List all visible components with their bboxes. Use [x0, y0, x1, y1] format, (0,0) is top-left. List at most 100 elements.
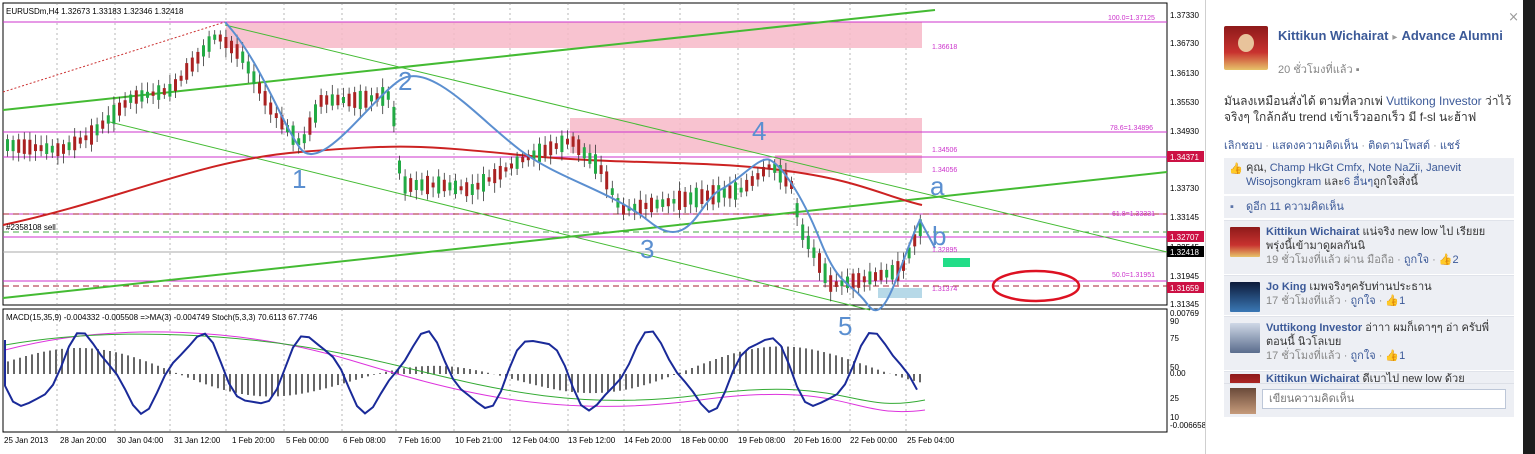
price-tag: 1.32707 [1170, 233, 1199, 242]
macd-tick-label: 50 [1170, 363, 1179, 372]
scrollbar[interactable] [1523, 0, 1535, 454]
commenter-avatar[interactable] [1230, 374, 1260, 383]
comment-item: Kittikun Wichairat แน่จริง new low ไป เร… [1224, 220, 1514, 274]
author-name[interactable]: Kittikun Wichairat [1278, 28, 1389, 43]
candle-body [90, 125, 93, 145]
like-count[interactable]: 1 [1399, 350, 1406, 362]
share-link[interactable]: แชร์ [1439, 140, 1461, 152]
price-tag-box [1167, 282, 1204, 293]
more-likers-link[interactable]: 6 อื่นๆ [1343, 176, 1374, 188]
candle-body [493, 169, 497, 184]
price-tick-label: 1.33145 [1170, 213, 1199, 222]
unlike-link[interactable]: เลิกชอบ [1224, 140, 1263, 152]
candle-body [347, 93, 351, 107]
group-name[interactable]: Advance Alumni [1401, 28, 1503, 43]
indicator-pane [2, 308, 1168, 433]
candle-body [846, 276, 849, 289]
price-tick-label: 1.31345 [1170, 300, 1199, 309]
like-comment-link[interactable]: ถูกใจ [1350, 295, 1376, 307]
supply-zone [570, 118, 922, 153]
symbol-info: EURUSDm,H4 1.32673 1.33183 1.32346 1.324… [6, 7, 184, 16]
candle-body [644, 202, 648, 210]
mention-link[interactable]: Vuttikong Investor [1386, 94, 1482, 108]
commenter-name[interactable]: Jo King [1266, 281, 1307, 293]
candle-body [370, 95, 373, 102]
price-tag-box [1167, 151, 1204, 162]
candle-body [336, 94, 340, 106]
candle-body [134, 90, 138, 104]
candle-body [834, 281, 838, 287]
macd-signal [4, 331, 926, 413]
candle-body [510, 163, 513, 169]
candle-body [885, 269, 889, 278]
commenter-name[interactable]: Kittikun Wichairat [1266, 226, 1360, 238]
candle-body [554, 143, 558, 149]
candle-body [207, 36, 211, 52]
candle-body [560, 135, 564, 153]
candle-body [801, 224, 805, 240]
fib-label: 78.6=1.34896 [1110, 125, 1153, 132]
candle-body [196, 51, 200, 64]
candle-body [235, 44, 239, 59]
candle-body [179, 75, 183, 81]
candle-body [358, 90, 362, 110]
candle-body [162, 88, 166, 95]
candle-body [661, 199, 665, 207]
candle-body [185, 63, 189, 80]
candle-body [599, 165, 603, 175]
time-tick-label: 20 Feb 16:00 [794, 436, 842, 445]
like-comment-link[interactable]: ถูกใจ [1350, 350, 1376, 362]
candle-body [157, 85, 161, 100]
follow-post-link[interactable]: ติดตามโพสต์ [1368, 140, 1431, 152]
candle-body [482, 174, 485, 192]
candle-body [202, 45, 205, 57]
fib-labels: 100.0=1.37125 1.36618 78.6=1.34896 1.34506 1… [932, 15, 1155, 293]
candle-body [101, 120, 105, 129]
price-tick-label: 1.36730 [1170, 39, 1199, 48]
time-axis: 25 Jan 2013 28 Jan 20:00 30 Jan 04:00 31 Ja… [4, 436, 955, 445]
candle-body [112, 104, 116, 124]
likers-links[interactable]: Champ HkGt Cmfx, Note NaZii, Janevit Wis… [1246, 162, 1462, 188]
candle-body [437, 176, 441, 194]
view-more-comments[interactable]: ▪ ดูอีก 11 ความคิดเห็น [1224, 196, 1514, 218]
close-icon[interactable]: × [1508, 10, 1519, 25]
candle-body [543, 144, 547, 157]
like-count[interactable]: 1 [1399, 295, 1406, 307]
candle-body [302, 134, 306, 144]
candle-body [739, 187, 743, 193]
commenter-name[interactable]: Vuttikong Investor [1266, 322, 1363, 334]
like-comment-link[interactable]: ถูกใจ [1403, 254, 1430, 266]
trading-chart[interactable]: EURUSDm,H4 1.32673 1.33183 1.32346 1.324… [0, 0, 1205, 454]
candle-body [129, 94, 133, 103]
candle-body [409, 178, 413, 192]
candle-body [342, 96, 345, 104]
candle-body [78, 137, 82, 144]
candle-body [829, 275, 833, 292]
arrow-icon: ▸ [1392, 32, 1398, 43]
candle-body [168, 84, 172, 97]
candle-body [269, 102, 273, 115]
time-tick-label: 19 Feb 08:00 [738, 436, 786, 445]
candle-body [325, 95, 329, 105]
commenter-avatar[interactable] [1230, 282, 1260, 312]
price-tag-box [1167, 231, 1204, 242]
commenter-avatar[interactable] [1230, 227, 1260, 257]
commenter-name[interactable]: Kittikun Wichairat [1266, 373, 1360, 383]
candle-body [106, 115, 110, 124]
price-tag: 1.34371 [1170, 153, 1199, 162]
candle-body [470, 184, 474, 195]
post-author-line: Kittikun Wichairat ▸ Advance Alumni [1278, 28, 1514, 45]
price-tick-label: 1.35530 [1170, 98, 1199, 107]
commenter-avatar[interactable] [1230, 323, 1260, 353]
candle-body [448, 182, 452, 191]
comment-link[interactable]: แสดงความคิดเห็น [1272, 140, 1359, 152]
candle-body [818, 253, 821, 273]
current-user-avatar [1230, 388, 1256, 414]
comment-input[interactable] [1262, 389, 1506, 409]
like-count[interactable]: 2 [1452, 254, 1459, 266]
post-time[interactable]: 20 ชั่วโมงที่แล้ว ▪ [1278, 64, 1360, 76]
author-avatar[interactable] [1224, 26, 1268, 70]
candle-body [806, 235, 810, 250]
chart-canvas[interactable]: EURUSDm,H4 1.32673 1.33183 1.32346 1.324… [0, 0, 1205, 454]
